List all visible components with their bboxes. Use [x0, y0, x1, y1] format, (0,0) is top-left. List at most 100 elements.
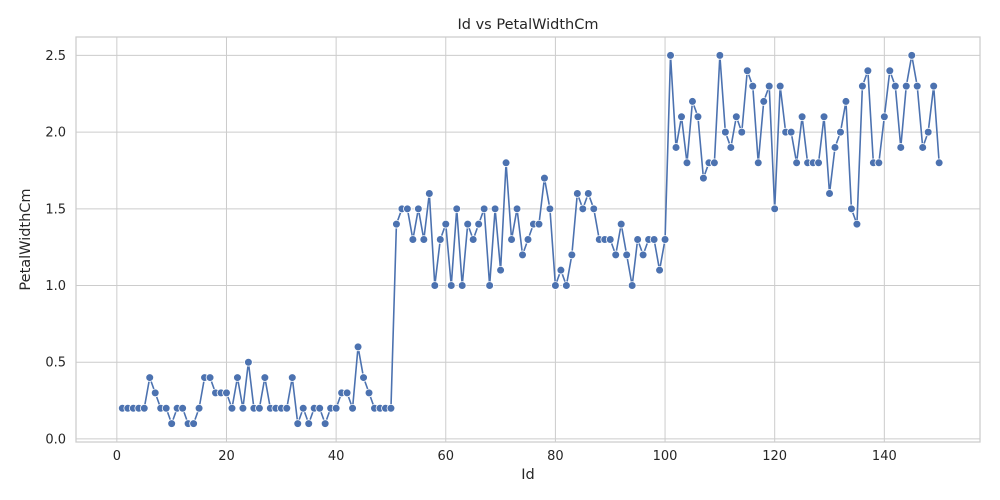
data-point [633, 235, 642, 244]
data-point [748, 81, 758, 91]
data-point [304, 419, 314, 428]
data-point [677, 112, 686, 122]
data-point [605, 235, 615, 244]
x-tick-label: 60 [437, 449, 454, 464]
data-point [759, 97, 769, 106]
data-point [901, 81, 911, 91]
data-point [496, 265, 505, 275]
data-point [315, 403, 324, 413]
y-tick-label: 2.0 [45, 126, 66, 141]
data-point [825, 189, 834, 198]
data-point [567, 250, 577, 260]
data-point [918, 143, 928, 152]
data-point [474, 219, 483, 229]
data-point [441, 219, 451, 229]
data-point [880, 112, 889, 122]
data-point [693, 112, 703, 122]
data-point [298, 403, 308, 413]
data-point [205, 373, 215, 382]
data-point [841, 97, 851, 106]
data-point [852, 219, 862, 229]
data-point [490, 204, 500, 214]
y-tick-label: 1.0 [45, 279, 66, 294]
data-point [764, 81, 774, 91]
x-tick-label: 40 [328, 449, 345, 464]
data-point [934, 158, 944, 168]
data-point [775, 81, 785, 91]
x-tick-label: 100 [653, 449, 678, 464]
data-point [583, 189, 593, 198]
data-point [863, 66, 873, 76]
data-point [666, 51, 675, 60]
data-point [858, 81, 867, 91]
y-tick-label: 0.5 [45, 356, 66, 371]
data-point [145, 373, 155, 382]
data-point [178, 403, 187, 413]
data-point [545, 204, 555, 214]
data-point [896, 143, 906, 152]
data-point [907, 51, 917, 60]
data-point [260, 373, 270, 382]
data-point [293, 419, 303, 428]
data-point [452, 204, 462, 214]
data-point [923, 127, 933, 137]
data-point [770, 204, 779, 214]
data-point [721, 127, 730, 137]
data-point [737, 127, 747, 137]
data-point [353, 342, 363, 352]
data-point [551, 281, 560, 290]
x-tick-label: 0 [113, 449, 121, 464]
data-point [342, 388, 352, 398]
data-point [507, 235, 516, 244]
data-point [287, 373, 297, 382]
data-point [233, 373, 242, 382]
data-point [320, 419, 330, 428]
data-point [912, 81, 922, 91]
data-point [732, 112, 741, 122]
data-point [359, 373, 368, 382]
data-point [238, 403, 248, 413]
data-point [167, 419, 176, 428]
data-point [386, 403, 396, 413]
x-tick-label: 80 [547, 449, 564, 464]
data-point [562, 281, 571, 290]
x-axis-label: Id [521, 467, 534, 483]
data-point [753, 158, 763, 168]
data-point [660, 235, 670, 244]
data-point [649, 235, 659, 244]
y-axis-label: PetalWidthCm [18, 188, 34, 290]
data-point [797, 112, 807, 122]
data-point [364, 388, 374, 398]
data-point [419, 235, 429, 244]
data-point [786, 127, 796, 137]
data-point [512, 204, 522, 214]
data-point [446, 281, 456, 290]
data-point [392, 219, 401, 229]
series-layer [118, 51, 944, 428]
data-point [348, 403, 357, 413]
data-point [715, 51, 725, 60]
data-point [688, 97, 697, 106]
data-point [523, 235, 533, 244]
data-point [929, 81, 938, 91]
x-tick-label: 20 [218, 449, 235, 464]
data-point [573, 189, 582, 198]
y-tick-label: 1.5 [45, 202, 66, 217]
data-point [578, 204, 588, 214]
data-point [194, 403, 204, 413]
data-point [534, 219, 544, 229]
data-point [540, 173, 549, 183]
data-point [479, 204, 489, 214]
data-point [430, 281, 440, 290]
data-point [463, 219, 473, 229]
data-point [682, 158, 692, 168]
data-point [671, 143, 681, 152]
data-point [742, 66, 752, 76]
data-point [150, 388, 160, 398]
data-point [611, 250, 621, 260]
data-point [457, 281, 467, 290]
data-point [699, 173, 708, 183]
data-point [189, 419, 198, 428]
data-point [282, 403, 292, 413]
data-point [468, 235, 478, 244]
